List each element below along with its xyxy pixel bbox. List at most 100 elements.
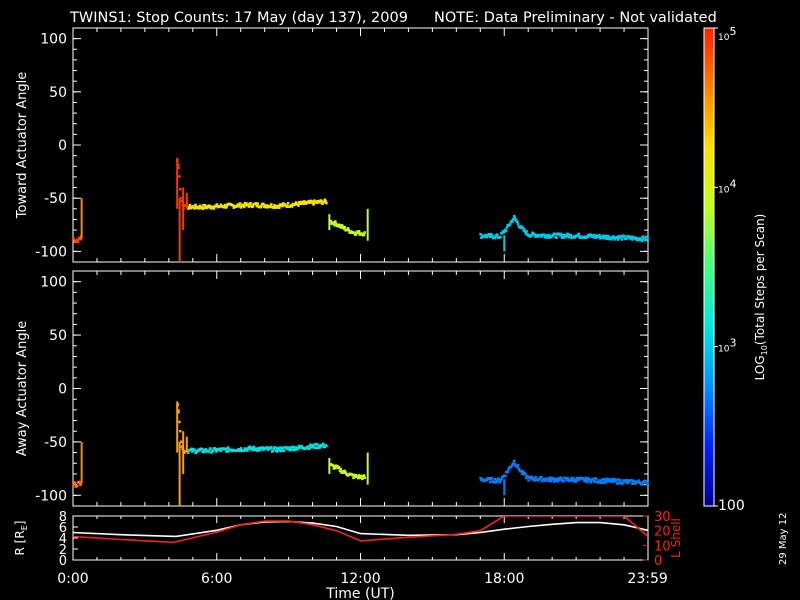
data-point — [321, 202, 324, 206]
data-point — [321, 442, 325, 446]
data-point — [183, 451, 186, 455]
data-point — [178, 175, 181, 178]
data-point — [491, 235, 494, 238]
data-point — [354, 233, 358, 236]
data-point — [613, 478, 616, 481]
data-point — [224, 448, 228, 451]
data-point — [490, 476, 493, 480]
data-point — [573, 478, 577, 482]
data-point — [505, 226, 509, 229]
data-point — [558, 478, 561, 481]
data-point — [586, 478, 589, 482]
data-point — [338, 469, 342, 473]
data-point — [623, 479, 627, 483]
data-point — [644, 235, 648, 239]
data-point — [273, 203, 276, 207]
data-point — [611, 477, 615, 481]
y-tick-label: 50 — [49, 85, 67, 101]
data-point — [594, 480, 597, 483]
data-point — [239, 447, 243, 450]
data-point — [308, 446, 311, 450]
data-point — [262, 202, 265, 206]
data-point — [246, 203, 250, 207]
data-point — [493, 236, 497, 240]
data-point — [183, 450, 187, 453]
data-point — [645, 238, 648, 242]
data-point — [321, 444, 324, 448]
chart-title: TWINS1: Stop Counts: 17 May (day 137), 2… — [69, 10, 408, 26]
data-point — [239, 206, 243, 209]
data-point — [577, 232, 581, 236]
data-point — [334, 466, 337, 470]
data-point — [561, 235, 565, 238]
data-point — [532, 477, 535, 480]
data-point — [294, 448, 297, 451]
data-point — [602, 477, 605, 481]
data-point — [277, 204, 280, 208]
data-point — [317, 446, 320, 450]
data-point — [258, 446, 261, 450]
y-tick-label: 50 — [49, 328, 67, 344]
data-point — [286, 205, 289, 209]
data-point — [543, 234, 546, 237]
data-point — [621, 481, 624, 485]
data-point — [325, 444, 328, 448]
data-point — [566, 477, 569, 480]
data-point — [341, 224, 344, 227]
data-point — [261, 446, 264, 449]
data-point — [362, 233, 366, 237]
data-point — [583, 478, 587, 482]
right-y-axis-label: L Shell — [669, 518, 683, 558]
data-point — [312, 203, 315, 206]
data-point — [248, 445, 251, 449]
y-tick-label: 4 — [59, 532, 67, 547]
data-point — [636, 480, 640, 484]
data-point — [203, 450, 207, 453]
data-point — [339, 467, 343, 471]
data-point — [490, 233, 493, 237]
data-point — [619, 479, 622, 482]
data-point — [251, 448, 255, 452]
data-point — [611, 235, 615, 238]
data-point — [325, 201, 328, 205]
data-point — [616, 238, 620, 241]
data-point — [544, 236, 548, 239]
data-point — [250, 446, 254, 450]
data-point — [588, 234, 592, 238]
data-point — [238, 449, 242, 453]
data-point — [307, 200, 311, 203]
data-point — [75, 485, 79, 488]
data-point — [547, 479, 550, 482]
data-point — [582, 477, 585, 480]
data-point — [543, 479, 547, 482]
data-point — [605, 477, 608, 481]
data-point — [297, 446, 300, 450]
data-point — [546, 478, 549, 481]
data-point — [201, 207, 204, 210]
data-point — [640, 239, 644, 242]
data-point — [630, 478, 633, 482]
data-point — [357, 476, 360, 480]
data-point — [506, 470, 509, 474]
data-point — [266, 448, 270, 451]
data-point — [294, 202, 297, 206]
data-point — [612, 236, 616, 240]
data-point — [178, 420, 181, 424]
data-point — [605, 237, 608, 240]
side-date: 29 May 12 — [778, 513, 789, 565]
data-point — [231, 204, 235, 207]
data-point — [646, 481, 649, 485]
data-point — [524, 232, 528, 236]
data-point — [646, 236, 649, 240]
data-point — [215, 203, 219, 206]
data-point — [333, 464, 336, 468]
data-point — [286, 202, 290, 205]
data-point — [599, 480, 603, 483]
data-point — [274, 205, 278, 208]
data-point — [520, 469, 523, 473]
data-point — [75, 238, 79, 242]
y-tick-label: 6 — [59, 521, 67, 536]
data-point — [565, 478, 569, 482]
data-point — [361, 477, 364, 481]
data-point — [629, 237, 632, 240]
